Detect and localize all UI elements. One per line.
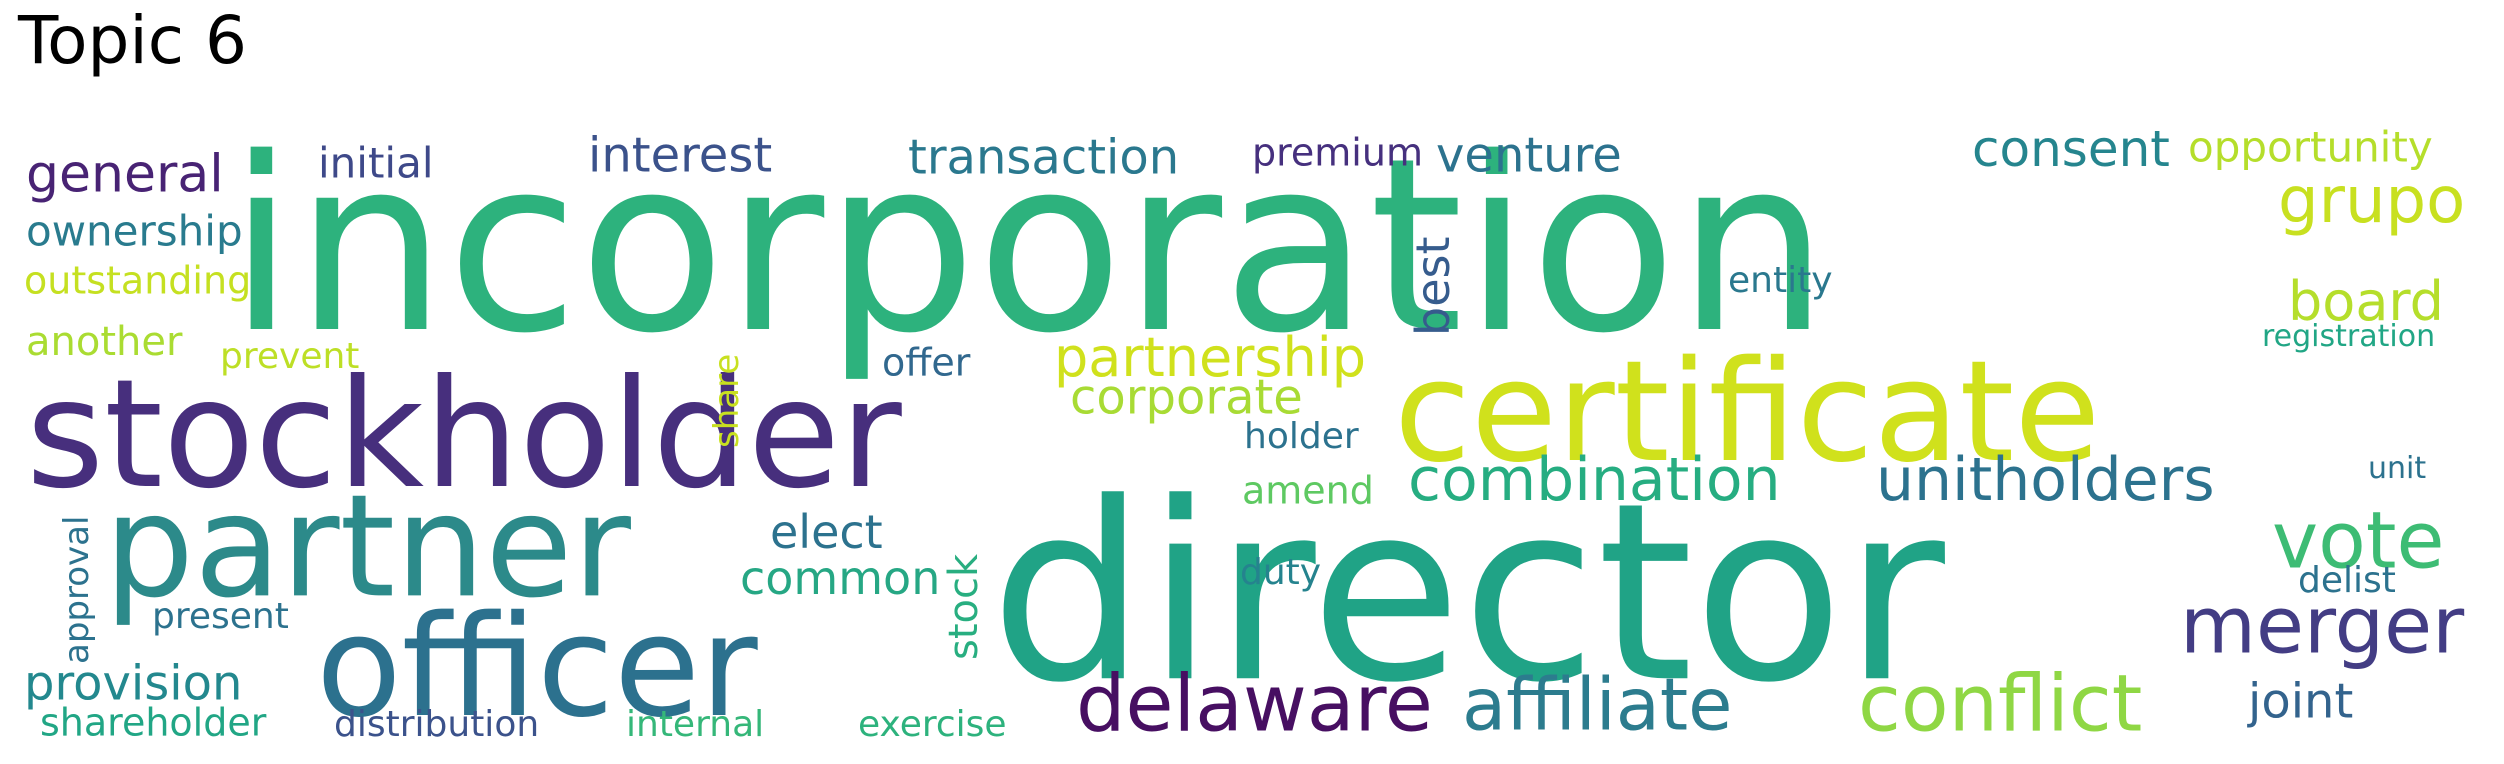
word-partnership: partnership	[1054, 325, 1367, 389]
word-venture: venture	[1436, 127, 1622, 184]
word-incorporation: incorporation	[228, 106, 1829, 386]
word-unitholders: unitholders	[1876, 445, 2215, 515]
word-present: present	[152, 596, 289, 638]
word-share: share	[707, 353, 747, 448]
word-approval: approval	[57, 515, 97, 664]
word-distribution: distribution	[334, 704, 540, 746]
word-provision: provision	[24, 655, 243, 712]
word-premium: premium	[1252, 130, 1423, 175]
word-board: board	[2288, 269, 2444, 333]
word-transaction: transaction	[908, 129, 1180, 186]
word-opportunity: opportunity	[2188, 122, 2433, 172]
word-corporate: corporate	[1070, 369, 1303, 426]
word-vote: vote	[2272, 496, 2445, 587]
word-shareholder: shareholder	[40, 700, 267, 745]
word-unit: unit	[2368, 451, 2427, 486]
word-entity: entity	[1728, 260, 1833, 302]
word-affiliate: affiliate	[1462, 662, 1733, 747]
word-outstanding: outstanding	[24, 258, 252, 303]
word-duty: duty	[1240, 552, 1322, 594]
word-stock: stock	[941, 553, 987, 660]
word-internal: internal	[626, 704, 765, 746]
word-common: common	[740, 551, 941, 606]
word-conflict: conflict	[1858, 659, 2143, 750]
word-combination: combination	[1408, 445, 1781, 515]
word-ownership: ownership	[26, 206, 243, 256]
word-best: best	[1406, 236, 1460, 336]
word-exercise: exercise	[858, 704, 1007, 746]
word-another: another	[26, 319, 183, 365]
word-general: general	[26, 144, 224, 205]
page-title: Topic 6	[18, 2, 247, 79]
word-interest: interest	[588, 127, 773, 184]
word-delaware: delaware	[1076, 659, 1433, 750]
word-delist: delist	[2298, 560, 2396, 602]
word-initial: initial	[318, 138, 434, 188]
word-certificate: certificate	[1394, 331, 2101, 494]
word-merger: merger	[2180, 581, 2465, 672]
word-director: director	[990, 451, 1945, 738]
word-consent: consent	[1972, 120, 2170, 178]
word-joint: joint	[2248, 673, 2354, 730]
word-holder: holder	[1244, 416, 1359, 458]
word-partner: partner	[104, 464, 631, 630]
word-prevent: prevent	[220, 336, 360, 378]
word-officer: officer	[316, 586, 758, 749]
word-registration: registration	[2262, 319, 2436, 354]
word-offer: offer	[882, 340, 971, 385]
word-amend: amend	[1242, 468, 1374, 513]
word-grupo: grupo	[2278, 163, 2466, 238]
word-elect: elect	[770, 505, 883, 560]
word-stockholder: stockholder	[26, 348, 902, 522]
